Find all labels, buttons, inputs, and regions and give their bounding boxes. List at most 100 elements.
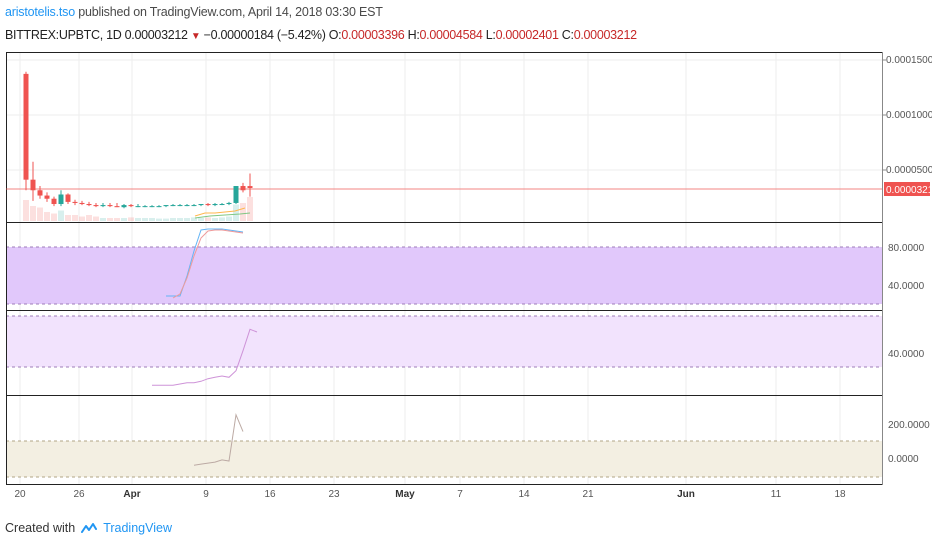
candle-body <box>184 205 190 207</box>
volume-bar <box>135 218 141 221</box>
candle-body <box>51 198 57 205</box>
volume-bar <box>240 203 246 221</box>
volume-bar <box>156 218 162 221</box>
candle-body <box>240 186 246 191</box>
candle-body <box>170 205 176 207</box>
time-label: 18 <box>834 489 846 500</box>
volume-bar <box>121 218 127 221</box>
candle-body <box>107 205 113 207</box>
candle-body <box>177 205 183 207</box>
time-label: 7 <box>457 489 463 500</box>
pane3-tick-label: 200.0000 <box>888 420 930 431</box>
candle-body <box>128 205 134 207</box>
time-label: May <box>395 489 415 500</box>
volume-bar <box>226 216 232 221</box>
symbol-label[interactable]: BITTREX:UPBTC, 1D <box>5 28 122 42</box>
volume-bar <box>100 218 106 221</box>
time-label: 21 <box>582 489 594 500</box>
candles <box>23 71 253 209</box>
pane1-line <box>166 228 244 297</box>
published-text: published on TradingView.com, April 14, … <box>78 5 383 19</box>
candle-body <box>23 73 29 180</box>
volume-bar <box>149 218 155 221</box>
volume-bar <box>86 215 92 221</box>
volume-bar <box>51 213 57 221</box>
volume-bar <box>142 218 148 221</box>
pane2-band <box>6 316 882 367</box>
ohlc-line: BITTREX:UPBTC, 1D 0.00003212 ▼ −0.000001… <box>5 28 637 42</box>
pane3-band <box>6 441 882 477</box>
down-triangle-icon: ▼ <box>190 31 201 42</box>
candle-body <box>219 204 225 206</box>
low-label: L: <box>485 28 496 42</box>
volume-bar <box>233 204 239 221</box>
volume-bar <box>184 218 190 221</box>
volume-bar <box>79 216 85 221</box>
time-label: Apr <box>123 489 140 500</box>
last-price-tag-label: 0.00003212 <box>886 185 932 196</box>
volume-bar <box>72 215 78 221</box>
low-value: 0.00002401 <box>495 28 559 42</box>
pane3-line <box>193 412 244 466</box>
pane1-band <box>6 247 882 304</box>
volume-bar <box>219 217 225 221</box>
volume-bar <box>65 215 71 221</box>
candle-body <box>156 206 162 208</box>
pane1-tick-label: 80.0000 <box>888 243 925 254</box>
candle-body <box>114 206 120 208</box>
volume-bar <box>212 218 218 221</box>
candle-body <box>86 204 92 206</box>
candle-body <box>149 206 155 208</box>
candle-body <box>44 195 50 199</box>
candle-body <box>226 202 232 205</box>
pane1-tick-label: 40.0000 <box>888 281 925 292</box>
candle-body <box>79 202 85 205</box>
volume-bar <box>93 216 99 221</box>
tradingview-brand-link[interactable]: TradingView <box>103 521 172 535</box>
moving-average-line <box>194 207 246 217</box>
time-label: 20 <box>14 489 26 500</box>
volume-bar <box>23 200 29 221</box>
candle-body <box>93 205 99 207</box>
volume-bar <box>247 197 253 221</box>
price-pane[interactable] <box>6 52 882 222</box>
time-label: 26 <box>73 489 85 500</box>
open-label: O: <box>328 28 342 42</box>
pane2-lines <box>152 328 258 386</box>
candle-body <box>30 179 36 191</box>
last-price-tag <box>884 182 930 196</box>
pane2-line <box>152 328 258 386</box>
close-value: 0.00003212 <box>573 28 637 42</box>
author-link[interactable]: aristotelis.tso <box>5 5 75 19</box>
candle-body <box>37 190 43 196</box>
volume-bar <box>205 217 211 221</box>
time-label: 16 <box>264 489 276 500</box>
last-value: 0.00003212 <box>124 28 188 42</box>
open-value: 0.00003396 <box>341 28 405 42</box>
time-axis: 20 26 Apr 9 16 23 May 7 14 21 Jun 11 18 <box>14 489 846 500</box>
pane1-lines <box>166 228 244 299</box>
candle-body <box>58 194 64 205</box>
footer: Created with TradingView <box>5 521 172 535</box>
candle-body <box>247 186 253 189</box>
tradingview-logo-icon <box>81 523 98 533</box>
high-value: 0.00004584 <box>419 28 483 42</box>
time-label: 11 <box>771 489 782 500</box>
volume-bar <box>198 218 204 221</box>
candle-body <box>198 204 204 206</box>
high-label: H: <box>407 28 420 42</box>
volume-bars <box>23 197 253 221</box>
candle-body <box>65 194 71 202</box>
band3-borders <box>6 440 882 478</box>
moving-average-line-2 <box>194 212 251 219</box>
volume-bar <box>107 218 113 221</box>
created-with-text: Created with <box>5 521 76 535</box>
volume-bar <box>163 218 169 221</box>
publish-line: aristotelis.tso published on TradingView… <box>5 5 383 19</box>
candle-body <box>233 186 239 203</box>
pane1-line <box>172 229 244 299</box>
volume-bar <box>114 218 120 221</box>
